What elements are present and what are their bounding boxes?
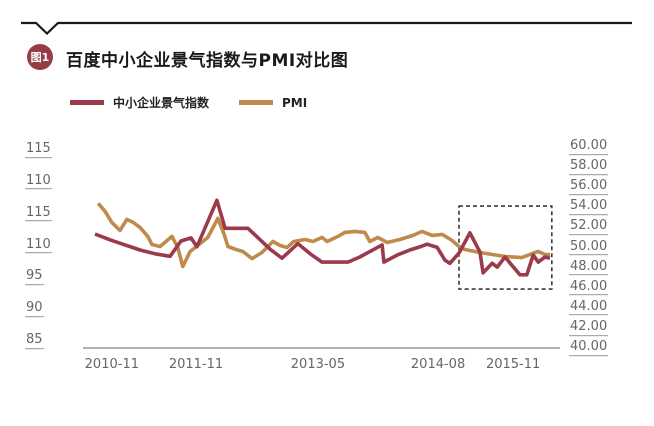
right-axis-tick: 46.00 bbox=[569, 278, 609, 296]
legend-item-sme-index: 中小企业景气指数 bbox=[70, 94, 209, 111]
pmi-line bbox=[96, 202, 550, 269]
left-axis-tick: 90 bbox=[25, 300, 44, 317]
top-divider-line bbox=[21, 21, 632, 36]
right-axis-tick: 42.00 bbox=[569, 319, 609, 336]
right-axis-tick: 58.00 bbox=[569, 158, 609, 175]
figure-badge-label: 图1 bbox=[30, 51, 50, 64]
x-axis-tick: 2013-05 bbox=[290, 357, 346, 372]
right-axis-tick: 40.00 bbox=[569, 339, 609, 356]
right-axis-tick: 52.00 bbox=[569, 218, 609, 236]
right-axis-tick: 54.00 bbox=[569, 198, 609, 216]
sme-index-line bbox=[94, 198, 551, 277]
left-axis-tick: 115 bbox=[25, 204, 52, 222]
x-axis-tick: 2010-11 bbox=[84, 357, 139, 372]
x-axis-tick: 2011-11 bbox=[168, 357, 224, 372]
left-axis-tick: 110 bbox=[25, 236, 52, 254]
legend-item-pmi: PMI bbox=[239, 96, 307, 110]
x-axis-tick: 2015-11 bbox=[485, 357, 541, 372]
legend-swatch-icon bbox=[239, 100, 274, 105]
right-axis-tick: 56.00 bbox=[569, 178, 609, 196]
left-axis-tick: 115 bbox=[25, 141, 52, 158]
figure-title: 百度中小企业景气指数与PMI对比图 bbox=[66, 51, 349, 71]
left-axis-tick: 85 bbox=[25, 332, 44, 349]
right-axis-tick: 50.00 bbox=[569, 238, 609, 256]
left-axis-tick: 110 bbox=[25, 173, 52, 190]
highlight-dashed-box bbox=[458, 205, 553, 290]
legend-label: PMI bbox=[282, 95, 308, 110]
right-axis-tick: 44.00 bbox=[569, 298, 609, 316]
left-axis-tick: 95 bbox=[25, 268, 44, 286]
right-axis-tick: 48.00 bbox=[569, 258, 609, 276]
right-axis-tick: 60.00 bbox=[569, 138, 609, 155]
chart-legend: 中小企业景气指数 PMI bbox=[70, 94, 307, 111]
x-axis-tick: 2014-08 bbox=[410, 357, 466, 372]
legend-label: 中小企业景气指数 bbox=[113, 96, 210, 110]
legend-swatch-icon bbox=[70, 100, 104, 105]
figure-badge: 图1 bbox=[27, 44, 53, 70]
